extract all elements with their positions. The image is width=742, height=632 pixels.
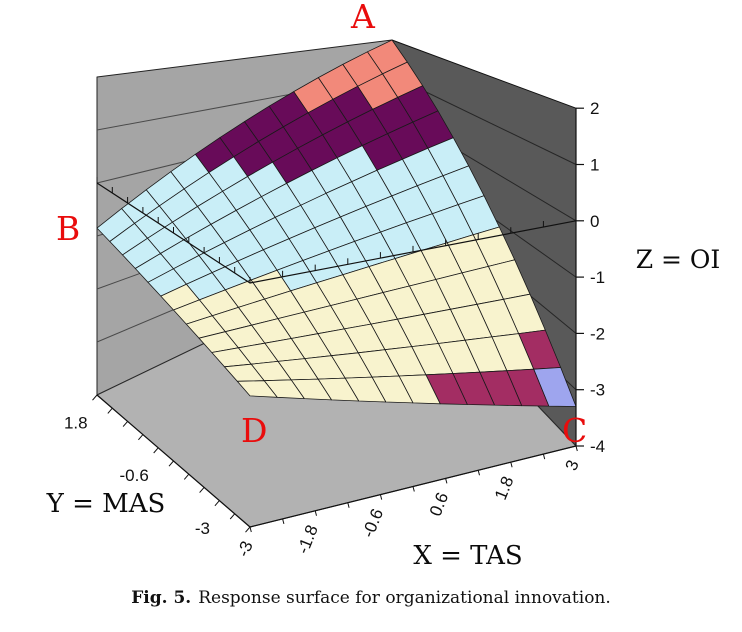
svg-text:-4: -4 <box>590 437 605 456</box>
corner-label-c: C <box>562 411 588 450</box>
svg-text:3: 3 <box>562 457 583 473</box>
x-axis-title: X = TAS <box>413 541 523 571</box>
caption-prefix: Fig. 5. <box>131 588 192 608</box>
corner-label-b: B <box>56 209 81 248</box>
svg-text:2: 2 <box>590 99 599 118</box>
svg-text:0.6: 0.6 <box>426 490 452 519</box>
figure-caption: Fig. 5. Response surface for organization… <box>0 588 742 608</box>
svg-text:1.8: 1.8 <box>491 474 517 503</box>
svg-text:1: 1 <box>590 156 599 175</box>
corner-label-d: D <box>241 411 268 450</box>
corner-label-a: A <box>351 0 375 36</box>
z-axis-title: Z = OI <box>635 245 721 274</box>
caption-text: Response surface for organizational inno… <box>198 588 611 608</box>
svg-text:-3: -3 <box>195 519 210 538</box>
svg-text:-3: -3 <box>590 381 605 400</box>
svg-text:1.8: 1.8 <box>64 413 88 432</box>
svg-text:-0.6: -0.6 <box>359 506 388 540</box>
svg-text:-2: -2 <box>590 324 605 343</box>
svg-text:-1.8: -1.8 <box>293 522 322 556</box>
svg-text:0: 0 <box>590 212 599 231</box>
svg-text:-3: -3 <box>233 538 256 559</box>
surface-plot: 2 1 0 -1 -2 -3 -4 1.8 -0.6 -3 -3 -1.8 -0.6 0.6 1.8 3 <box>64 39 605 560</box>
y-axis-title: Y = MAS <box>46 489 166 519</box>
svg-text:-1: -1 <box>590 268 605 287</box>
svg-text:-0.6: -0.6 <box>120 466 149 485</box>
